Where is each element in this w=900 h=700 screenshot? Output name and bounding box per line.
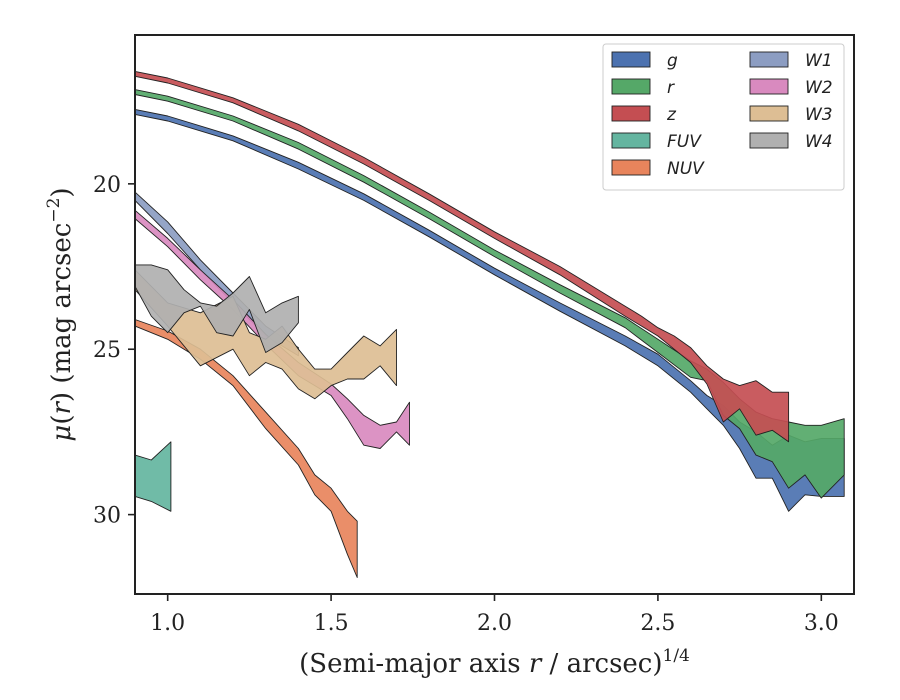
x-axis-label: (Semi-major axis r / arcsec)1/4 (299, 646, 690, 679)
y-tick-label: 25 (93, 338, 121, 363)
legend-label-w4: W4 (805, 132, 833, 152)
y-tick-label: 30 (93, 504, 121, 529)
legend-label-w3: W3 (805, 105, 833, 125)
x-tick-label: 2.5 (640, 611, 675, 636)
x-axis: 1.0 1.5 2.0 2.5 3.0 (150, 594, 839, 636)
legend-label-z: z (666, 105, 677, 125)
legend-swatch-g (611, 51, 651, 68)
legend-swatch-w1 (749, 51, 789, 68)
band-fuv (134, 441, 172, 512)
x-tick-label: 3.0 (804, 611, 839, 636)
legend-swatch-fuv (611, 132, 651, 149)
x-tick-label: 1.5 (314, 611, 349, 636)
legend: grz FUV NUV W1 W2 W3 W4 (602, 43, 845, 191)
legend-label-nuv: NUV (667, 159, 705, 179)
legend-swatch-r (611, 78, 651, 95)
band-r (134, 89, 845, 499)
x-tick-label: 2.0 (477, 611, 512, 636)
y-tick-label: 20 (93, 173, 121, 198)
legend-swatch-w3 (749, 105, 789, 122)
legend-label-fuv: FUV (667, 132, 702, 152)
profile-bands (134, 70, 845, 578)
y-axis-label: μ(r) (mag arcsec−2) (44, 187, 77, 441)
y-axis: 20 25 30 (93, 173, 135, 529)
band-nuv (134, 319, 358, 578)
legend-swatch-nuv (611, 159, 651, 176)
band-z (134, 70, 790, 443)
legend-swatch-w2 (749, 78, 789, 95)
legend-label-g: g (667, 51, 678, 71)
legend-swatch-z (611, 105, 651, 122)
band-w4 (134, 264, 299, 353)
legend-label-w2: W2 (805, 78, 833, 98)
legend-label-w1: W1 (805, 51, 833, 71)
legend-swatch-w4 (749, 132, 789, 149)
x-tick-label: 1.0 (150, 611, 185, 636)
band-g (134, 108, 845, 512)
legend-label-r: r (667, 78, 675, 98)
